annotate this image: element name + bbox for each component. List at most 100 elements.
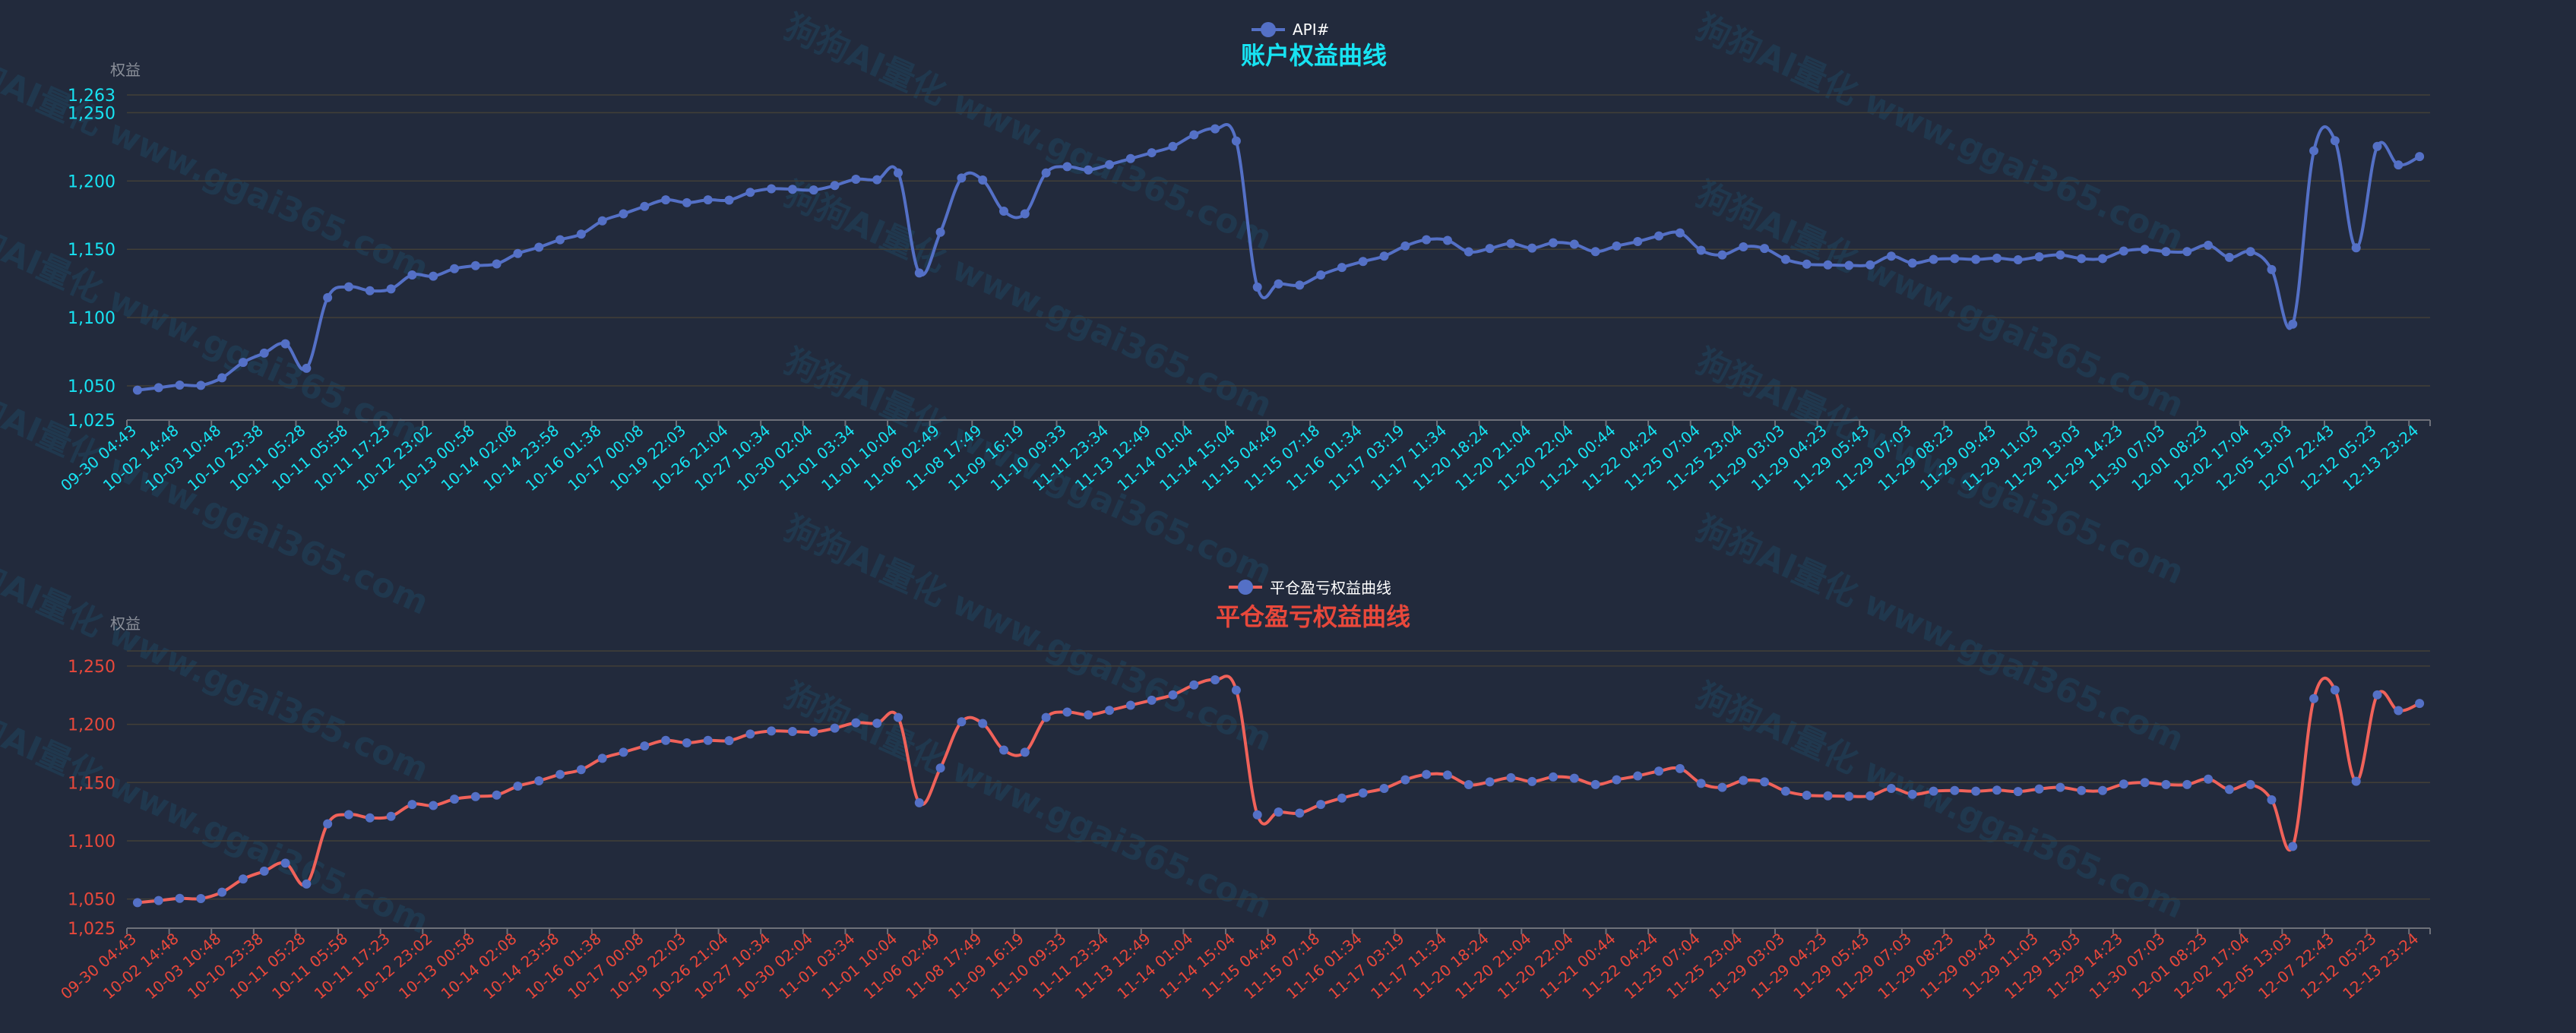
data-point	[1442, 770, 1452, 780]
data-point	[302, 879, 312, 889]
data-point	[1527, 776, 1537, 786]
data-point	[1210, 124, 1220, 134]
data-point	[1125, 700, 1135, 710]
data-point	[830, 181, 840, 191]
data-point	[2330, 136, 2340, 146]
data-point	[2161, 247, 2171, 257]
data-point	[1274, 279, 1283, 289]
data-point	[2204, 774, 2214, 784]
legend-top[interactable]: API#	[1252, 21, 1329, 39]
data-point	[1823, 791, 1833, 801]
data-point	[724, 195, 734, 205]
data-point	[450, 794, 460, 804]
data-point	[259, 866, 269, 876]
data-point	[323, 292, 333, 302]
data-point	[1569, 773, 1579, 783]
y-tick-label: 1,100	[68, 309, 116, 328]
data-point	[1590, 779, 1600, 789]
data-point	[1760, 777, 1770, 787]
data-point	[2055, 250, 2065, 260]
data-point	[534, 776, 544, 785]
data-point	[1358, 257, 1368, 267]
chart-title-top: 账户权益曲线	[1241, 41, 1388, 70]
data-point	[2330, 685, 2340, 695]
data-point	[1950, 254, 1960, 264]
y-tick-label: 1,250	[68, 104, 116, 123]
data-point	[1020, 747, 1030, 757]
data-point	[2097, 785, 2107, 795]
legend-label: API#	[1293, 21, 1330, 39]
data-point	[1527, 243, 1537, 253]
data-point	[1612, 775, 1622, 785]
data-point	[1084, 710, 1093, 720]
data-point	[2119, 246, 2128, 256]
legend-bottom[interactable]: 平仓盈亏权益曲线	[1229, 576, 1391, 598]
data-point	[217, 887, 227, 897]
data-point	[1548, 772, 1558, 782]
data-point	[2182, 779, 2192, 789]
data-point	[703, 195, 713, 205]
data-point	[196, 894, 206, 904]
data-point	[682, 738, 691, 748]
data-point	[2245, 247, 2255, 257]
data-point	[1971, 254, 1981, 264]
data-point	[1231, 685, 1241, 695]
data-point	[597, 216, 607, 226]
data-point	[1654, 766, 1664, 776]
y-tick-label: 1,025	[68, 412, 116, 431]
data-point	[492, 790, 502, 800]
data-point	[1147, 148, 1157, 158]
data-point	[2013, 255, 2023, 265]
data-point	[2351, 243, 2361, 253]
data-point	[1929, 786, 1938, 796]
data-point	[893, 712, 903, 722]
data-point	[429, 271, 438, 281]
data-point	[1358, 788, 1368, 798]
data-point	[1189, 130, 1199, 140]
data-point	[2077, 254, 2087, 264]
data-point	[555, 769, 565, 779]
data-point	[597, 753, 607, 763]
data-point	[365, 286, 375, 295]
data-point	[1907, 789, 1917, 799]
data-point	[978, 175, 988, 185]
y-tick-label: 1,150	[68, 241, 116, 260]
data-point	[196, 381, 206, 390]
data-point	[893, 168, 903, 178]
data-point	[1675, 228, 1685, 238]
data-point	[787, 185, 797, 194]
data-point	[1400, 241, 1410, 251]
data-point	[767, 184, 777, 194]
data-point	[280, 339, 290, 349]
equity-chart-top: 1,0251,0501,1001,1501,2001,2501,26309-30…	[57, 87, 2431, 494]
data-point	[872, 175, 882, 185]
data-point	[1802, 791, 1812, 801]
data-point	[1295, 808, 1305, 818]
data-point	[1252, 283, 1262, 292]
data-point	[576, 229, 586, 239]
data-point	[2224, 252, 2234, 262]
data-point	[386, 811, 396, 821]
data-point	[343, 282, 353, 292]
data-point	[957, 717, 967, 727]
y-tick-label: 1,050	[68, 378, 116, 396]
data-point	[682, 197, 691, 207]
data-point	[2245, 779, 2255, 789]
data-point	[2182, 247, 2192, 257]
data-point	[1992, 253, 2002, 263]
data-point	[724, 736, 734, 746]
data-point	[851, 718, 861, 728]
data-point	[999, 207, 1009, 216]
data-point	[1760, 244, 1770, 254]
data-point	[1612, 241, 1622, 251]
data-point	[175, 893, 185, 903]
data-point	[365, 813, 375, 823]
data-point	[809, 727, 818, 737]
data-point	[1844, 791, 1854, 801]
data-point	[132, 385, 142, 395]
data-point	[153, 383, 163, 393]
data-point	[1907, 258, 1917, 268]
y-tick-label: 1,200	[68, 172, 116, 191]
y-tick-label: 1,025	[68, 920, 116, 939]
data-point	[1316, 270, 1326, 280]
